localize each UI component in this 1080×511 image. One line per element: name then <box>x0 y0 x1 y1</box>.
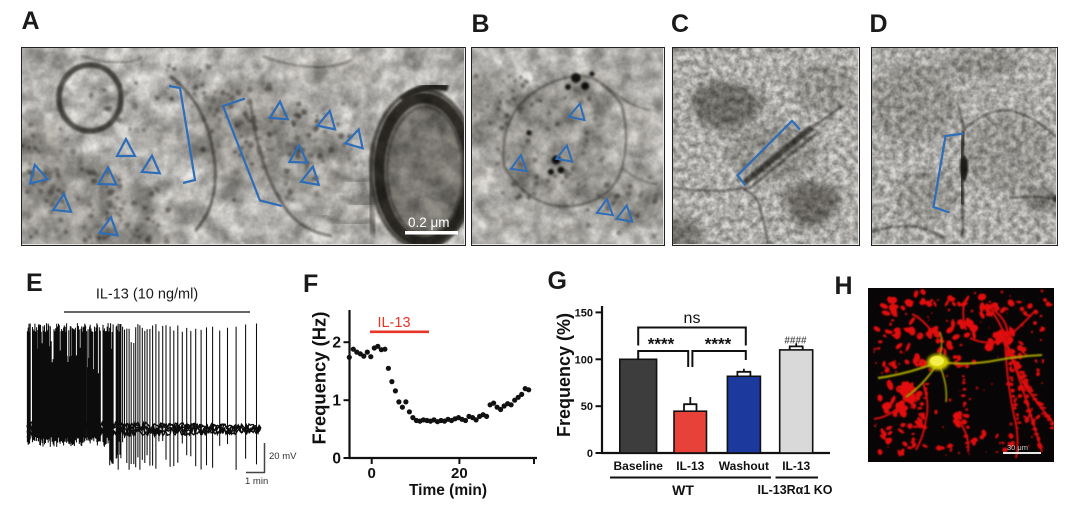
svg-text:****: **** <box>648 335 675 354</box>
svg-text:####: #### <box>784 336 807 347</box>
svg-text:Frequency (Hz): Frequency (Hz) <box>309 312 330 445</box>
svg-text:20 mV: 20 mV <box>269 451 297 462</box>
svg-text:ns: ns <box>684 310 701 327</box>
svg-text:2: 2 <box>332 335 341 352</box>
svg-text:Time (min): Time (min) <box>409 482 487 499</box>
svg-text:1 min: 1 min <box>245 476 268 487</box>
svg-text:150: 150 <box>575 307 593 319</box>
svg-text:WT: WT <box>672 482 694 498</box>
svg-text:Frequency (%): Frequency (%) <box>554 313 574 437</box>
svg-text:0: 0 <box>587 448 593 460</box>
svg-text:30 μm: 30 μm <box>1007 443 1028 452</box>
svg-text:****: **** <box>705 335 732 354</box>
svg-text:20: 20 <box>451 465 468 482</box>
svg-text:0: 0 <box>332 451 341 468</box>
svg-text:0: 0 <box>368 465 376 482</box>
svg-text:IL-13: IL-13 <box>377 315 410 331</box>
svg-text:0.2 μm: 0.2 μm <box>408 215 450 230</box>
svg-text:1: 1 <box>332 393 341 410</box>
svg-text:50: 50 <box>581 401 593 413</box>
svg-text:IL-13Rα1 KO: IL-13Rα1 KO <box>757 483 832 497</box>
svg-text:IL-13: IL-13 <box>782 459 810 473</box>
svg-text:Washout: Washout <box>719 459 769 473</box>
svg-text:IL-13: IL-13 <box>676 459 704 473</box>
svg-text:100: 100 <box>575 354 593 366</box>
svg-text:Baseline: Baseline <box>614 459 664 473</box>
svg-text:IL-13 (10 ng/ml): IL-13 (10 ng/ml) <box>96 287 198 303</box>
